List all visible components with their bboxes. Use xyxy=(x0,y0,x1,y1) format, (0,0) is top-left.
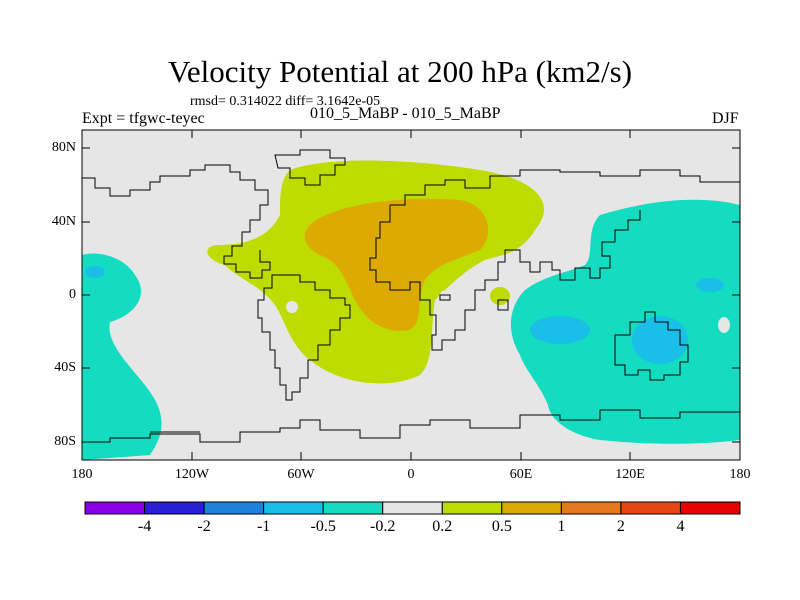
negative-core-small xyxy=(696,278,724,292)
colorbar-swatch xyxy=(620,501,681,515)
negative-core-maritime xyxy=(632,316,688,364)
positive-region-small xyxy=(490,287,510,305)
colorbar-label: -0.5 xyxy=(310,518,336,535)
colorbar-label: 0.2 xyxy=(432,518,453,535)
negative-core-indian-ocean xyxy=(530,316,590,344)
colorbar-label: -2 xyxy=(197,518,211,535)
contour-fields xyxy=(82,149,740,460)
coastline-australia xyxy=(614,311,689,381)
lon-label-180w: 180 xyxy=(71,467,93,482)
colorbar xyxy=(84,501,741,515)
colorbar-label: 2 xyxy=(616,518,625,535)
colorbar-swatch xyxy=(84,501,146,515)
coastlines xyxy=(82,149,740,443)
neutral-hole-pacific xyxy=(718,317,730,333)
coastline-north-america xyxy=(82,164,271,279)
negative-core-pacific xyxy=(85,266,105,278)
rmsd-diff-stats: rmsd= 0.314022 diff= 3.1642e-05 xyxy=(190,94,381,109)
colorbar-swatch xyxy=(203,501,265,515)
colorbar-label: 1 xyxy=(557,518,566,535)
colorbar-swatch xyxy=(322,501,384,515)
lat-label-0: 0 xyxy=(69,287,76,302)
positive-core-region xyxy=(304,198,489,331)
lat-label-80n: 80N xyxy=(51,140,76,155)
coastline-south-america xyxy=(257,274,351,401)
coastline-greenland xyxy=(274,149,346,186)
colorbar-swatch xyxy=(441,501,503,515)
coastline-antarctica xyxy=(82,409,740,443)
lon-label-120w: 120W xyxy=(174,467,210,482)
negative-region-east-pacific xyxy=(82,253,162,460)
neutral-hole-atlantic xyxy=(286,301,298,313)
negative-region-indo-pacific xyxy=(510,199,740,444)
lon-label-60e: 60E xyxy=(509,467,533,482)
lon-label-60w: 60W xyxy=(287,467,315,482)
colorbar-label: -4 xyxy=(137,518,152,535)
colorbar-swatch xyxy=(144,501,205,515)
colorbar-swatch xyxy=(560,501,622,515)
chart-title: Velocity Potential at 200 hPa (km2/s) xyxy=(167,54,633,89)
colorbar-label: -1 xyxy=(256,518,271,535)
lon-label-0: 0 xyxy=(407,467,415,482)
experiments-compared: 010_5_MaBP - 010_5_MaBP xyxy=(310,105,501,122)
lon-label-120e: 120E xyxy=(615,467,645,482)
lat-label-80s: 80S xyxy=(54,434,76,449)
coastline-eurasia-africa xyxy=(369,169,740,351)
experiment-label: Expt = tfgwc-teyec xyxy=(82,110,205,127)
colorbar-label: 0.5 xyxy=(491,518,512,535)
colorbar-swatch xyxy=(679,501,741,515)
coastline-islands xyxy=(150,294,509,433)
axis-ticks xyxy=(81,130,741,460)
colorbar-label: 4 xyxy=(676,518,685,535)
colorbar-swatch xyxy=(501,501,562,515)
colorbar-swatch xyxy=(382,501,443,515)
colorbar-swatch xyxy=(263,501,324,515)
season-label: DJF xyxy=(712,110,739,127)
lon-label-180e: 180 xyxy=(729,467,751,482)
lat-label-40n: 40N xyxy=(51,214,76,229)
lat-label-40s: 40S xyxy=(54,360,76,375)
colorbar-label: -0.2 xyxy=(370,518,396,535)
